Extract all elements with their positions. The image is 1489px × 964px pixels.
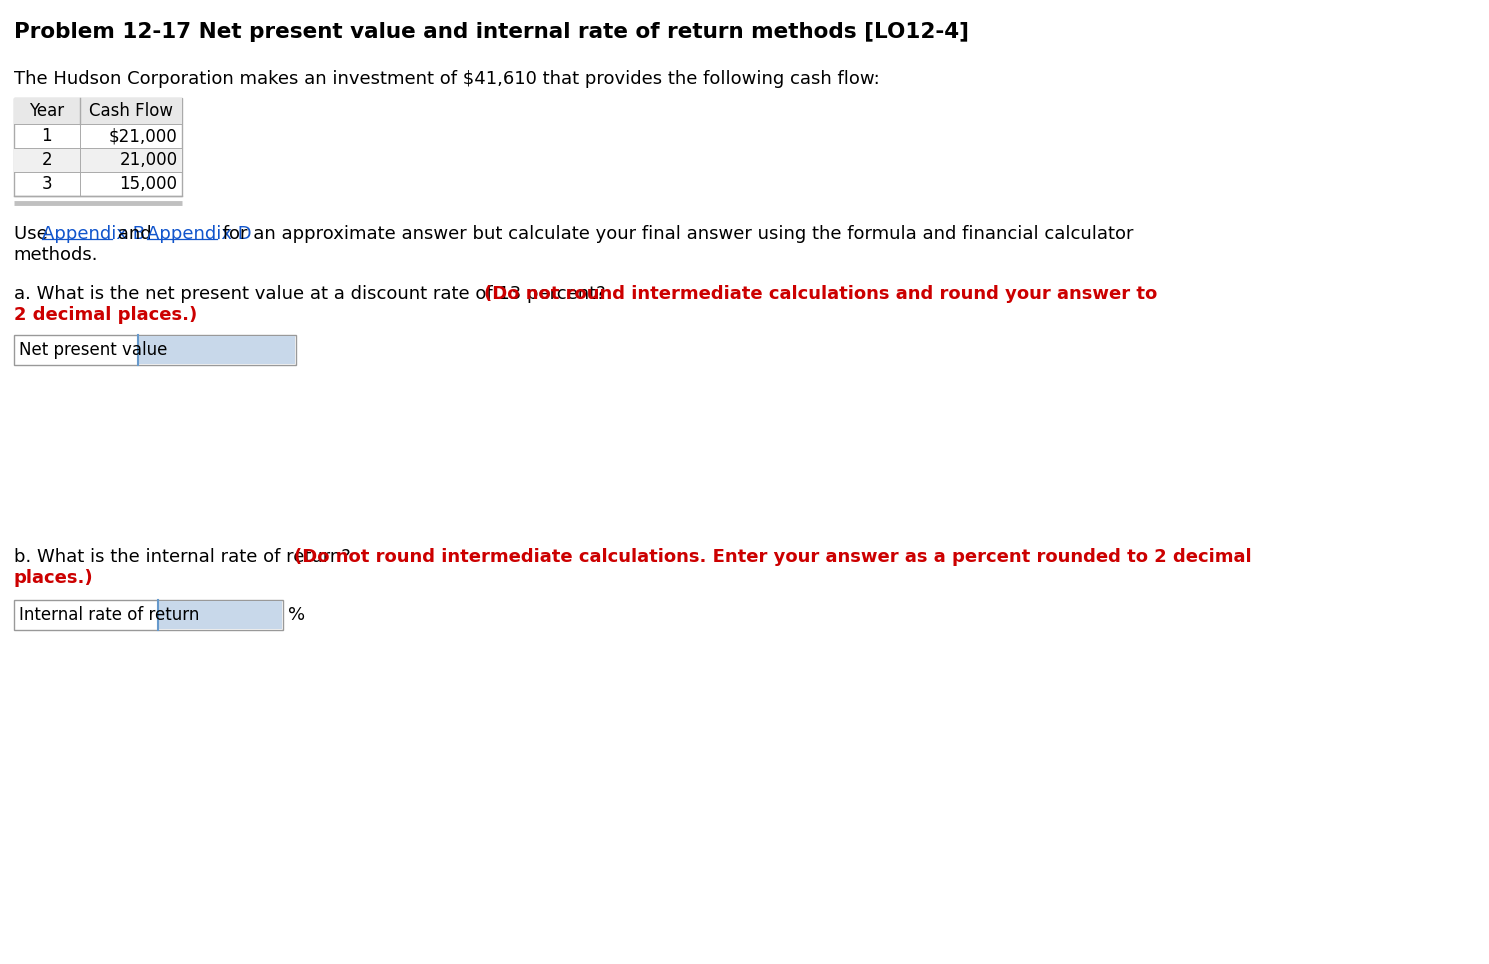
Text: 2 decimal places.): 2 decimal places.)	[13, 306, 197, 324]
Text: places.): places.)	[13, 569, 94, 587]
Text: %: %	[287, 606, 305, 624]
Bar	[140, 336, 295, 364]
Bar	[13, 600, 283, 630]
Text: for an approximate answer but calculate your final answer using the formula and : for an approximate answer but calculate …	[217, 225, 1133, 243]
Bar	[159, 601, 281, 629]
Bar	[13, 335, 296, 365]
Text: The Hudson Corporation makes an investment of $41,610 that provides the followin: The Hudson Corporation makes an investme…	[13, 70, 880, 88]
Text: (Do not round intermediate calculations. Enter your answer as a percent rounded : (Do not round intermediate calculations.…	[295, 548, 1252, 566]
Bar	[13, 148, 182, 172]
Text: $21,000: $21,000	[109, 127, 177, 145]
Text: Cash Flow: Cash Flow	[89, 102, 173, 120]
Text: 3: 3	[42, 175, 52, 193]
Text: Problem 12-17 Net present value and internal rate of return methods [LO12-4]: Problem 12-17 Net present value and inte…	[13, 22, 969, 42]
Text: 15,000: 15,000	[119, 175, 177, 193]
Text: Net present value: Net present value	[18, 341, 167, 359]
Bar	[13, 98, 182, 196]
Text: 1: 1	[42, 127, 52, 145]
Text: b. What is the internal rate of return?: b. What is the internal rate of return?	[13, 548, 356, 566]
Text: a. What is the net present value at a discount rate of 13 percent?: a. What is the net present value at a di…	[13, 285, 610, 303]
Text: and: and	[112, 225, 158, 243]
Text: Appendix B: Appendix B	[42, 225, 144, 243]
Text: Use: Use	[13, 225, 54, 243]
Text: Internal rate of return: Internal rate of return	[18, 606, 200, 624]
Bar	[13, 98, 182, 124]
Text: 21,000: 21,000	[119, 151, 177, 169]
Text: Appendix D: Appendix D	[147, 225, 252, 243]
Text: methods.: methods.	[13, 246, 98, 264]
Text: (Do not round intermediate calculations and round your answer to: (Do not round intermediate calculations …	[484, 285, 1157, 303]
Text: 2: 2	[42, 151, 52, 169]
Text: Year: Year	[30, 102, 64, 120]
